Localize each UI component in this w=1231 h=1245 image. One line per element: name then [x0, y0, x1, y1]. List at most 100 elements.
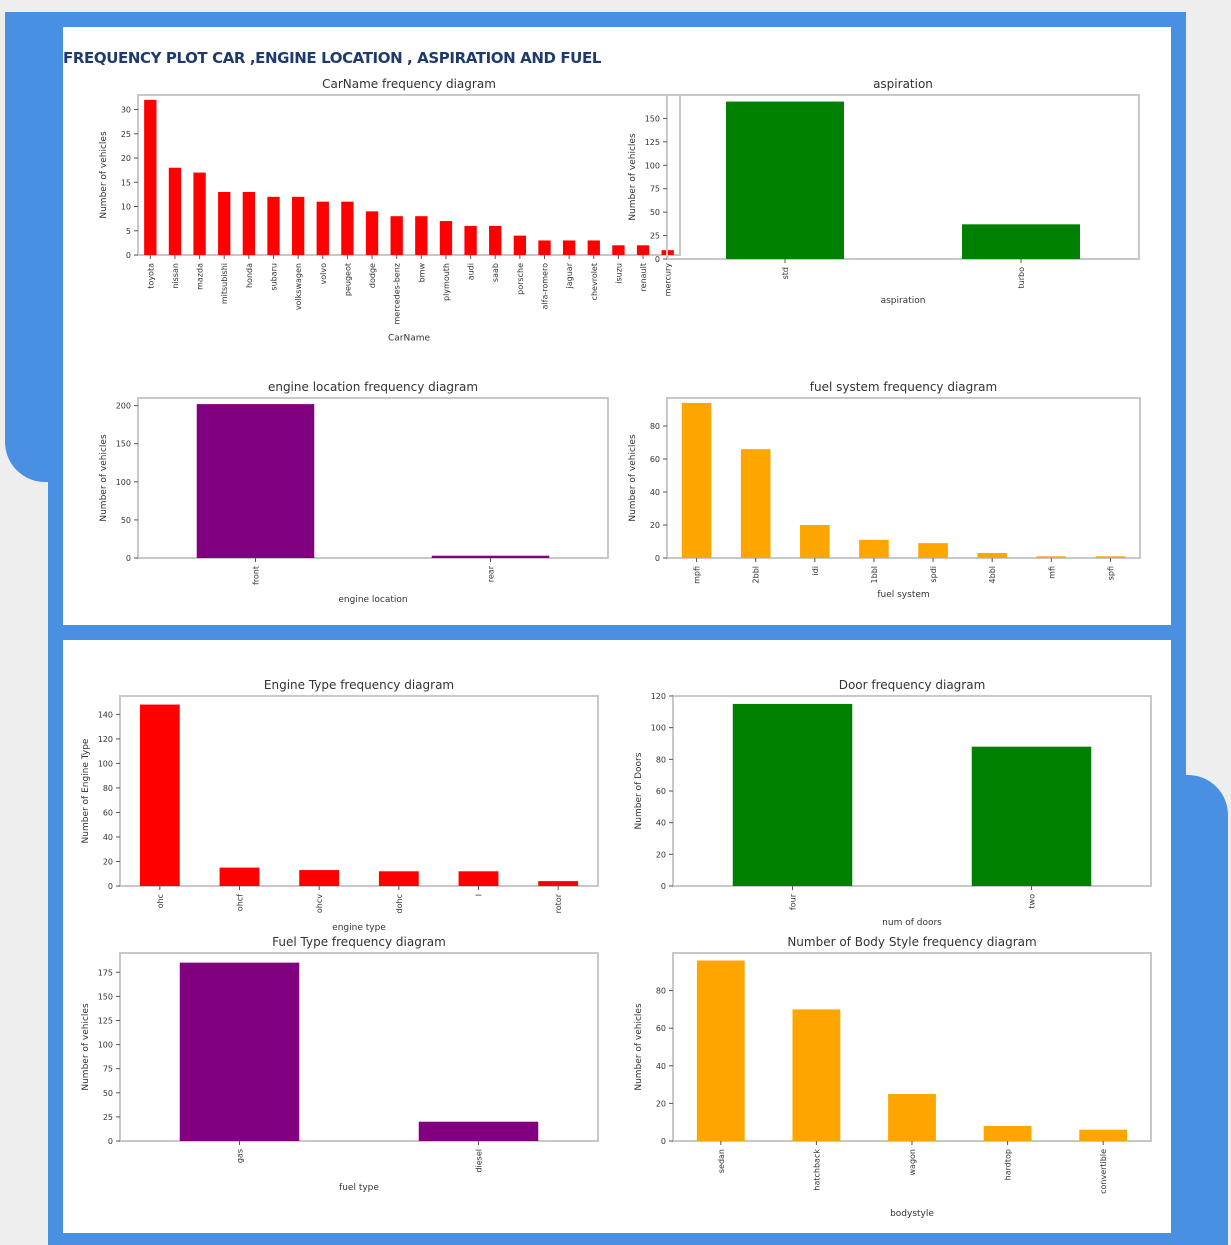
aspiration-ytick-label-125: 125: [645, 138, 660, 147]
bodystyle-ytick-label-60: 60: [656, 1024, 666, 1033]
carname-bar-nissan: [168, 167, 182, 255]
carname-xtick-label-honda: honda: [245, 263, 254, 288]
enginetype-bar-l: [458, 871, 499, 886]
doors-xtick-label-two: two: [1028, 894, 1037, 909]
carname-ytick-label-0: 0: [126, 251, 131, 260]
fuelsystem-bar-spdi: [918, 543, 948, 558]
doors-ytick-label-120: 120: [651, 692, 666, 701]
doors-xtick-label-four: four: [789, 893, 798, 910]
aspiration-ytick-label-50: 50: [650, 208, 660, 217]
fuelsystem-xtick-label-4bbl: 4bbl: [988, 566, 997, 583]
enginetype-bar-ohc: [139, 704, 180, 886]
carname-bar-toyota: [144, 99, 157, 256]
enginetype-ytick-label-40: 40: [103, 833, 113, 842]
carname-bar-mercedes-benz: [390, 216, 403, 255]
carname-xtick-label-peugeot: peugeot: [343, 263, 352, 296]
carname-ytick-label-25: 25: [121, 130, 131, 139]
fuelsystem-ytick-label-60: 60: [650, 455, 660, 464]
top-panel: FREQUENCY PLOT CAR ,ENGINE LOCATION , AS…: [63, 27, 1171, 625]
carname-xtick-label-mercury: mercury: [664, 263, 673, 297]
bodystyle-xlabel: bodystyle: [890, 1209, 934, 1219]
aspiration-xlabel: aspiration: [881, 296, 926, 306]
fuelsystem-xtick-label-2bbl: 2bbl: [752, 566, 761, 583]
enginetype-ytick-label-20: 20: [103, 857, 113, 866]
carname-xtick-label-renault: renault: [639, 263, 648, 291]
enginetype-xtick-label-dohc: dohc: [395, 894, 404, 913]
doors-title: Door frequency diagram: [839, 678, 986, 692]
bottom-panel: Engine Type frequency diagram 0 20 40 60 80 10…: [63, 640, 1171, 1233]
doors-ytick-label-0: 0: [661, 882, 666, 891]
bodystyle-ylabel: Number of vehicles: [634, 1003, 644, 1091]
carname-bar-saab: [489, 225, 502, 255]
fueltype-ytick-label-75: 75: [103, 1065, 113, 1074]
carname-bar-subaru: [267, 196, 280, 255]
bodystyle-xtick-label-sedan: sedan: [717, 1149, 726, 1173]
aspiration-chart: aspiration 0 25 50 75 100 125 150 Number of vehi…: [628, 77, 1140, 306]
carname-xtick-label-alfa-romero: alfa-romero: [541, 263, 550, 310]
fuelsystem-axes-frame: [666, 397, 1141, 559]
doors-bar-four: [732, 703, 853, 886]
carname-bar-peugeot: [341, 201, 354, 255]
fueltype-ytick-label-50: 50: [103, 1089, 113, 1098]
carname-bar-mitsubishi: [218, 191, 231, 255]
fuelsystem-xtick-label-spdi: spdi: [929, 566, 938, 583]
enginetype-xtick-label-l: l: [475, 894, 484, 896]
carname-xtick-label-toyota: toyota: [146, 263, 155, 289]
bodystyle-xtick-label-convertible: convertible: [1099, 1149, 1108, 1194]
enginetype-ytick-label-0: 0: [108, 882, 113, 891]
aspiration-ytick-label-100: 100: [645, 161, 660, 170]
fuelsystem-ylabel: Number of vehicles: [628, 434, 638, 522]
carname-xtick-label-plymouth: plymouth: [442, 263, 451, 301]
enginelocation-axes-frame: [137, 397, 609, 559]
doors-ylabel: Number of Doors: [634, 752, 644, 829]
bodystyle-chart: Number of Body Style frequency diagram 0 2…: [634, 935, 1152, 1219]
aspiration-xtick-label-std: std: [781, 267, 790, 279]
fuelsystem-xtick-label-idi: idi: [811, 566, 820, 576]
fuelsystem-ytick-label-40: 40: [650, 488, 660, 497]
enginetype-xlabel: engine type: [332, 923, 386, 933]
fuelsystem-ytick-label-20: 20: [650, 521, 660, 530]
doors-bar-two: [971, 746, 1092, 886]
aspiration-xtick-label-turbo: turbo: [1017, 267, 1026, 289]
enginelocation-bar-front: [196, 404, 315, 558]
carname-bar-isuzu: [612, 245, 625, 255]
enginetype-bar-ohcv: [299, 870, 340, 886]
carname-xtick-label-saab: saab: [491, 263, 500, 282]
bodystyle-ytick-label-80: 80: [656, 987, 666, 996]
fuelsystem-bar-idi: [800, 525, 830, 558]
fuelsystem-title: fuel system frequency diagram: [810, 380, 997, 394]
bodystyle-bar-sedan: [696, 960, 745, 1141]
fueltype-axes-frame: [119, 952, 599, 1142]
carname-xlabel: CarName: [388, 334, 431, 344]
enginetype-bar-rotor: [538, 881, 579, 886]
fueltype-bar-gas: [179, 962, 300, 1141]
bodystyle-bar-wagon: [888, 1094, 936, 1141]
enginetype-ytick-label-120: 120: [98, 735, 113, 744]
fuelsystem-xtick-label-spfi: spfi: [1106, 566, 1115, 580]
enginetype-ytick-label-60: 60: [103, 808, 113, 817]
carname-xtick-label-mercedes-benz: mercedes-benz: [393, 263, 402, 324]
fuelsystem-ytick-label-0: 0: [655, 554, 660, 563]
bodystyle-title: Number of Body Style frequency diagram: [787, 935, 1036, 949]
aspiration-ylabel: Number of vehicles: [628, 133, 638, 221]
carname-xtick-label-isuzu: isuzu: [614, 263, 623, 284]
fueltype-xtick-label-diesel: diesel: [475, 1149, 484, 1173]
carname-xtick-label-jaguar: jaguar: [565, 262, 574, 289]
carname-bar-volvo: [316, 201, 329, 255]
fueltype-ytick-label-175: 175: [98, 968, 113, 977]
enginelocation-ylabel: Number of vehicles: [99, 434, 109, 522]
bodystyle-xtick-label-hatchback: hatchback: [812, 1149, 821, 1191]
carname-xtick-label-nissan: nissan: [171, 263, 180, 289]
carname-title: CarName frequency diagram: [322, 77, 496, 91]
enginetype-ytick-label-100: 100: [98, 759, 113, 768]
carname-xtick-label-bmw: bmw: [417, 263, 426, 283]
carname-axes-frame: [137, 94, 681, 256]
carname-xtick-label-dodge: dodge: [368, 263, 377, 288]
enginetype-chart: Engine Type frequency diagram 0 20 40 60 80 10…: [81, 678, 599, 933]
carname-ytick-label-20: 20: [121, 154, 131, 163]
aspiration-axes-frame: [666, 94, 1140, 260]
fuelsystem-bar-mfi: [1036, 556, 1067, 558]
carname-bar-audi: [464, 225, 477, 255]
fuelsystem-xtick-label-mpfi: mpfi: [693, 566, 702, 584]
carname-xtick-label-volkswagen: volkswagen: [294, 263, 303, 310]
